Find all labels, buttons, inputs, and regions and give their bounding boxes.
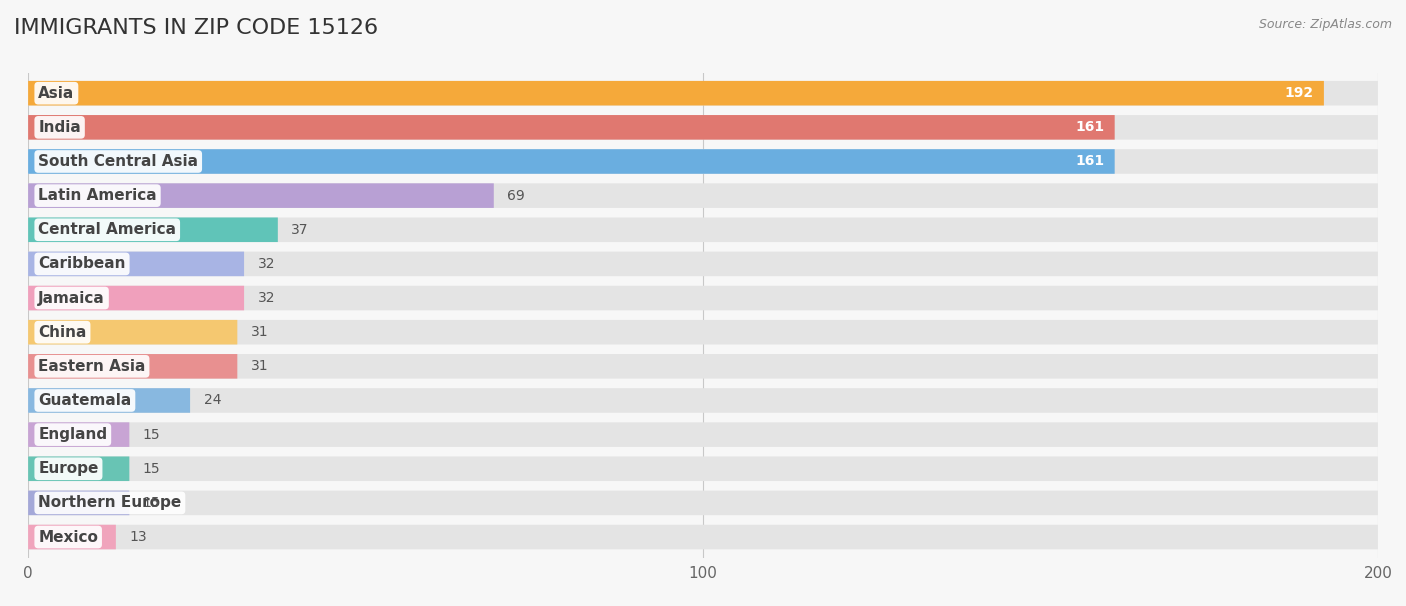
Text: Caribbean: Caribbean bbox=[38, 256, 125, 271]
FancyBboxPatch shape bbox=[28, 251, 1378, 276]
FancyBboxPatch shape bbox=[28, 388, 1378, 413]
Text: Source: ZipAtlas.com: Source: ZipAtlas.com bbox=[1258, 18, 1392, 31]
FancyBboxPatch shape bbox=[28, 115, 1115, 139]
Text: China: China bbox=[38, 325, 87, 340]
Text: 69: 69 bbox=[508, 188, 524, 202]
Text: 32: 32 bbox=[257, 291, 276, 305]
FancyBboxPatch shape bbox=[28, 286, 1378, 310]
Text: South Central Asia: South Central Asia bbox=[38, 154, 198, 169]
FancyBboxPatch shape bbox=[28, 218, 1378, 242]
Text: 37: 37 bbox=[291, 223, 309, 237]
FancyBboxPatch shape bbox=[28, 184, 1378, 208]
FancyBboxPatch shape bbox=[28, 115, 1378, 139]
Text: 31: 31 bbox=[250, 325, 269, 339]
Text: Eastern Asia: Eastern Asia bbox=[38, 359, 146, 374]
FancyBboxPatch shape bbox=[28, 354, 1378, 379]
Text: IMMIGRANTS IN ZIP CODE 15126: IMMIGRANTS IN ZIP CODE 15126 bbox=[14, 18, 378, 38]
Text: 24: 24 bbox=[204, 393, 221, 407]
FancyBboxPatch shape bbox=[28, 422, 1378, 447]
Text: 15: 15 bbox=[143, 428, 160, 442]
FancyBboxPatch shape bbox=[28, 81, 1378, 105]
FancyBboxPatch shape bbox=[28, 149, 1378, 174]
Text: Guatemala: Guatemala bbox=[38, 393, 132, 408]
FancyBboxPatch shape bbox=[28, 354, 238, 379]
Text: 15: 15 bbox=[143, 462, 160, 476]
FancyBboxPatch shape bbox=[28, 218, 278, 242]
FancyBboxPatch shape bbox=[28, 149, 1115, 174]
Text: 161: 161 bbox=[1076, 121, 1105, 135]
FancyBboxPatch shape bbox=[28, 81, 1324, 105]
FancyBboxPatch shape bbox=[28, 320, 1378, 344]
FancyBboxPatch shape bbox=[28, 456, 129, 481]
Text: Mexico: Mexico bbox=[38, 530, 98, 545]
FancyBboxPatch shape bbox=[28, 491, 129, 515]
FancyBboxPatch shape bbox=[28, 286, 245, 310]
FancyBboxPatch shape bbox=[28, 456, 1378, 481]
FancyBboxPatch shape bbox=[28, 491, 1378, 515]
FancyBboxPatch shape bbox=[28, 251, 245, 276]
FancyBboxPatch shape bbox=[28, 184, 494, 208]
Text: 192: 192 bbox=[1285, 86, 1313, 100]
FancyBboxPatch shape bbox=[28, 320, 238, 344]
FancyBboxPatch shape bbox=[28, 525, 115, 549]
Text: 161: 161 bbox=[1076, 155, 1105, 168]
FancyBboxPatch shape bbox=[28, 388, 190, 413]
Text: England: England bbox=[38, 427, 107, 442]
Text: Northern Europe: Northern Europe bbox=[38, 495, 181, 510]
Text: 15: 15 bbox=[143, 496, 160, 510]
Text: 32: 32 bbox=[257, 257, 276, 271]
FancyBboxPatch shape bbox=[28, 422, 129, 447]
Text: Europe: Europe bbox=[38, 461, 98, 476]
Text: Central America: Central America bbox=[38, 222, 176, 238]
Text: Latin America: Latin America bbox=[38, 188, 157, 203]
Text: 31: 31 bbox=[250, 359, 269, 373]
Text: Asia: Asia bbox=[38, 85, 75, 101]
Text: 13: 13 bbox=[129, 530, 148, 544]
Text: Jamaica: Jamaica bbox=[38, 290, 105, 305]
Text: India: India bbox=[38, 120, 82, 135]
FancyBboxPatch shape bbox=[28, 525, 1378, 549]
